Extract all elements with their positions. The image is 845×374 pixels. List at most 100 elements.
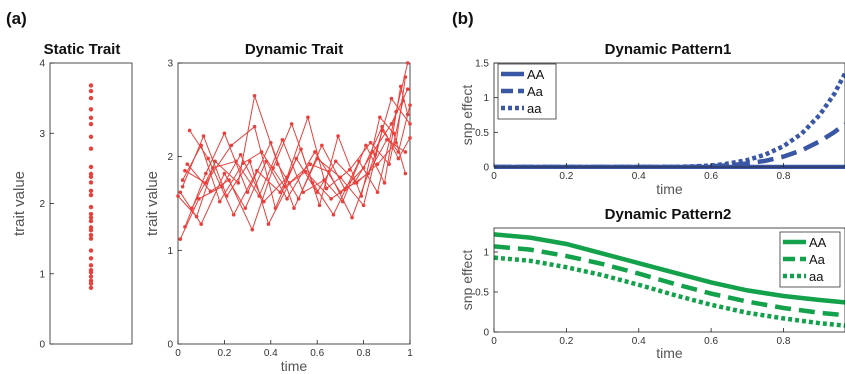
static-data-point <box>88 134 94 139</box>
dynamic-data-point <box>336 134 340 138</box>
dynamic-data-point <box>222 171 227 176</box>
dynamic-data-point <box>178 237 183 241</box>
dynamic-data-point <box>378 115 382 120</box>
pattern1-ylabel: snp effect <box>459 85 475 146</box>
static-trait-plot: Static Trait trait value 0 1 2 3 4 <box>11 41 133 351</box>
dynamic-data-point <box>308 162 313 166</box>
static-data-point <box>88 236 94 241</box>
pattern2-series-aa <box>494 255 845 328</box>
dynamic-data-point <box>408 103 412 107</box>
dynamic-data-point <box>320 143 324 148</box>
pattern2-x-tick-label: 0.8 <box>777 336 791 347</box>
dynamic-x-tick-label: 0.4 <box>264 348 278 359</box>
dynamic-data-point <box>217 199 222 204</box>
dynamic-data-point <box>373 152 378 157</box>
dynamic-data-point <box>324 186 329 191</box>
dynamic-data-point <box>180 178 185 182</box>
dynamic-data-point <box>338 190 343 195</box>
pattern2-legend-label: Aa <box>809 252 826 267</box>
dynamic-data-point <box>275 162 280 166</box>
static-data-point <box>88 274 94 279</box>
dynamic-data-point <box>394 140 398 145</box>
static-data-point <box>88 88 94 94</box>
static-data-point <box>88 107 94 112</box>
dynamic-data-point <box>185 162 190 166</box>
dynamic-data-point <box>285 197 289 201</box>
dynamic-data-point <box>380 124 384 129</box>
static-data-point <box>88 121 94 127</box>
dynamic-data-point <box>313 150 317 154</box>
pattern2-title: Dynamic Pattern2 <box>605 206 732 223</box>
pattern2-series-AA <box>494 232 845 305</box>
dynamic-data-point <box>248 159 252 164</box>
dynamic-data-point <box>183 168 187 173</box>
pattern1-y-tick-label: 0 <box>483 163 489 174</box>
pattern2-x-tick-label: 0.4 <box>632 336 646 347</box>
static-data-point <box>88 285 94 290</box>
static-data-point <box>88 248 94 253</box>
pattern1-y-tick-label: 0.5 <box>475 128 489 139</box>
dynamic-data-point <box>243 206 248 210</box>
static-data-point <box>88 83 94 88</box>
dynamic-data-point <box>408 122 412 126</box>
dynamic-data-point <box>403 75 408 79</box>
static-data-point <box>88 270 94 275</box>
dynamic-data-point <box>266 222 271 226</box>
static-data-point <box>88 115 94 120</box>
static-data-point <box>88 146 94 151</box>
pattern1-x-tick-label: 0.6 <box>704 171 718 182</box>
dynamic-data-point <box>398 84 403 89</box>
static-data-point <box>88 188 94 194</box>
dynamic-series-line <box>182 97 411 226</box>
static-data-point <box>88 263 94 268</box>
static-data-point <box>88 232 94 238</box>
dynamic-title: Dynamic Trait <box>245 41 343 58</box>
pattern2-y-tick-label: 0 <box>483 328 489 339</box>
dynamic-data-point <box>204 181 208 185</box>
dynamic-data-point <box>278 190 282 195</box>
static-y-tick-label: 4 <box>39 59 45 70</box>
dynamic-data-point <box>361 166 366 170</box>
dynamic-data-point <box>273 206 278 210</box>
dynamic-data-point <box>245 190 250 195</box>
dynamic-data-point <box>255 168 259 173</box>
static-axes-box <box>49 62 133 345</box>
static-data-point <box>88 174 94 180</box>
dynamic-data-point <box>252 93 257 98</box>
dynamic-data-point <box>329 197 333 201</box>
dynamic-y-tick-label: 0 <box>167 340 173 351</box>
dynamic-trait-plot: Dynamic Trait trait value time 0 1 2 3 0 0.2 0.4 0… <box>144 41 413 374</box>
dynamic-data-point <box>236 181 241 185</box>
dynamic-data-point <box>317 203 322 208</box>
pattern2-y-tick-label: 1 <box>483 248 489 259</box>
dynamic-data-point <box>252 124 257 129</box>
dynamic-data-point <box>197 197 201 201</box>
dynamic-x-tick-label: 0.6 <box>310 348 324 359</box>
dynamic-ylabel: trait value <box>144 171 161 236</box>
static-ylabel: trait value <box>11 171 28 236</box>
dynamic-y-tick-label: 1 <box>167 246 173 257</box>
static-data-point <box>88 218 94 224</box>
pattern1-legend-label: Aa <box>527 84 544 99</box>
dynamic-data-point <box>396 156 401 161</box>
dynamic-data-point <box>224 194 229 198</box>
dynamic-y-tick-label: 3 <box>167 59 173 70</box>
static-y-tick-label: 0 <box>39 340 45 351</box>
dynamic-data-point <box>301 190 306 195</box>
static-title: Static Trait <box>44 41 121 58</box>
pattern1-y-tick-label: 1.5 <box>475 59 489 70</box>
dynamic-data-point <box>287 181 292 185</box>
dynamic-data-point <box>257 194 262 198</box>
dynamic-x-tick-label: 1 <box>407 348 413 359</box>
dynamic-data-point <box>354 181 359 185</box>
dynamic-data-point <box>229 143 234 148</box>
static-data-point <box>88 204 94 210</box>
dynamic-data-point <box>262 199 266 204</box>
static-data-point <box>88 192 94 198</box>
dynamic-series-line <box>182 88 409 203</box>
dynamic-data-point <box>350 215 354 220</box>
dynamic-data-point <box>361 203 366 208</box>
dynamic-data-point <box>292 206 296 210</box>
dynamic-data-point <box>340 199 345 204</box>
